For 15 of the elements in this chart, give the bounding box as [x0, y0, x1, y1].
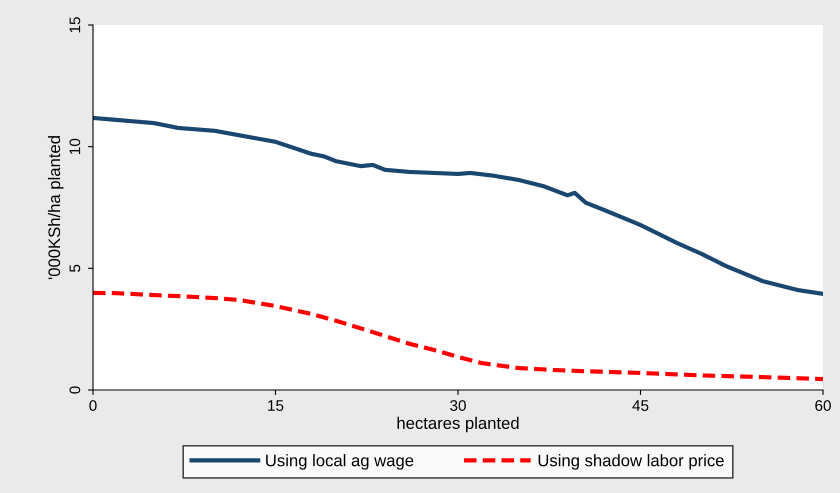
legend-label: Using local ag wage: [266, 454, 414, 470]
x-tick-label: 0: [89, 400, 97, 411]
x-tick-label: 60: [815, 400, 831, 411]
y-axis-title: '000KSh/ha planted: [48, 136, 64, 280]
y-tick-label: 15: [70, 17, 80, 32]
y-tick-label: 0: [69, 386, 80, 394]
y-tick-label: 10: [69, 138, 80, 154]
line-series: [93, 116, 823, 296]
x-tick-label: 45: [632, 400, 648, 411]
x-tick-label: 30: [450, 400, 466, 411]
x-axis-title: hectares planted: [398, 416, 519, 432]
y-tick-label: 5: [70, 264, 80, 272]
x-tick-label: 15: [268, 400, 284, 411]
legend-label: Using shadow labor price: [538, 454, 724, 470]
line-series: [93, 290, 823, 382]
